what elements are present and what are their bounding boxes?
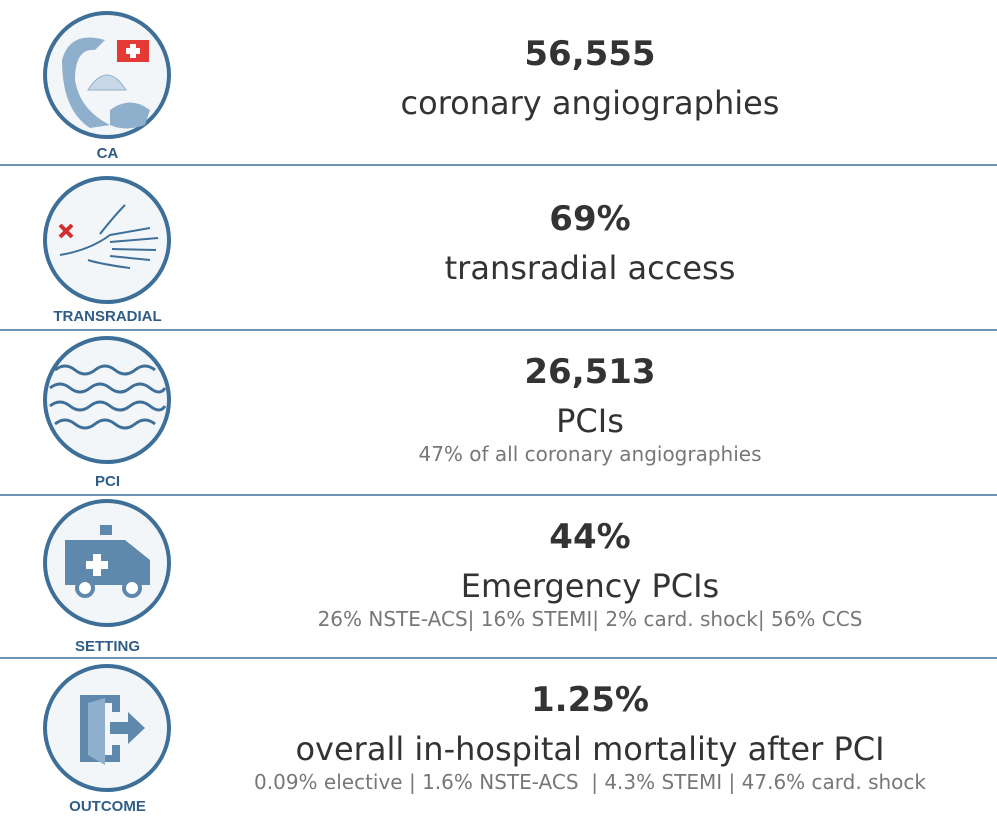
icon-label: PCI <box>94 473 120 490</box>
icon-circle <box>43 336 171 464</box>
icon-label: CA <box>96 145 119 162</box>
headline-number: 56,555 <box>524 34 656 74</box>
icon-circle <box>43 176 171 304</box>
ca-icon <box>62 37 150 129</box>
detail: 0.09% elective | 1.6% NSTE-ACS | 4.3% ST… <box>254 770 926 794</box>
headline-number: 1.25% <box>531 680 649 720</box>
icon-label: SETTING <box>74 638 140 655</box>
headline-number: 44% <box>549 517 631 557</box>
detail: 26% NSTE-ACS| 16% STEMI| 2% card. shock|… <box>317 607 863 631</box>
hand-icon <box>58 204 159 269</box>
description: transradial access <box>444 249 736 287</box>
description: Emergency PCIs <box>460 567 720 605</box>
description: coronary angiographies <box>400 84 780 122</box>
ambulance-icon <box>65 525 150 598</box>
stent-icon <box>49 364 167 430</box>
exit-icon <box>80 695 145 765</box>
icon-circle <box>43 664 171 792</box>
description: overall in-hospital mortality after PCI <box>295 730 885 768</box>
description: PCIs <box>556 402 624 440</box>
icon-label: TRANSRADIAL <box>53 308 162 325</box>
icon-label: OUTCOME <box>69 798 146 815</box>
detail: 47% of all coronary angiographies <box>418 442 762 466</box>
headline-number: 69% <box>549 199 631 239</box>
headline-number: 26,513 <box>524 352 656 392</box>
